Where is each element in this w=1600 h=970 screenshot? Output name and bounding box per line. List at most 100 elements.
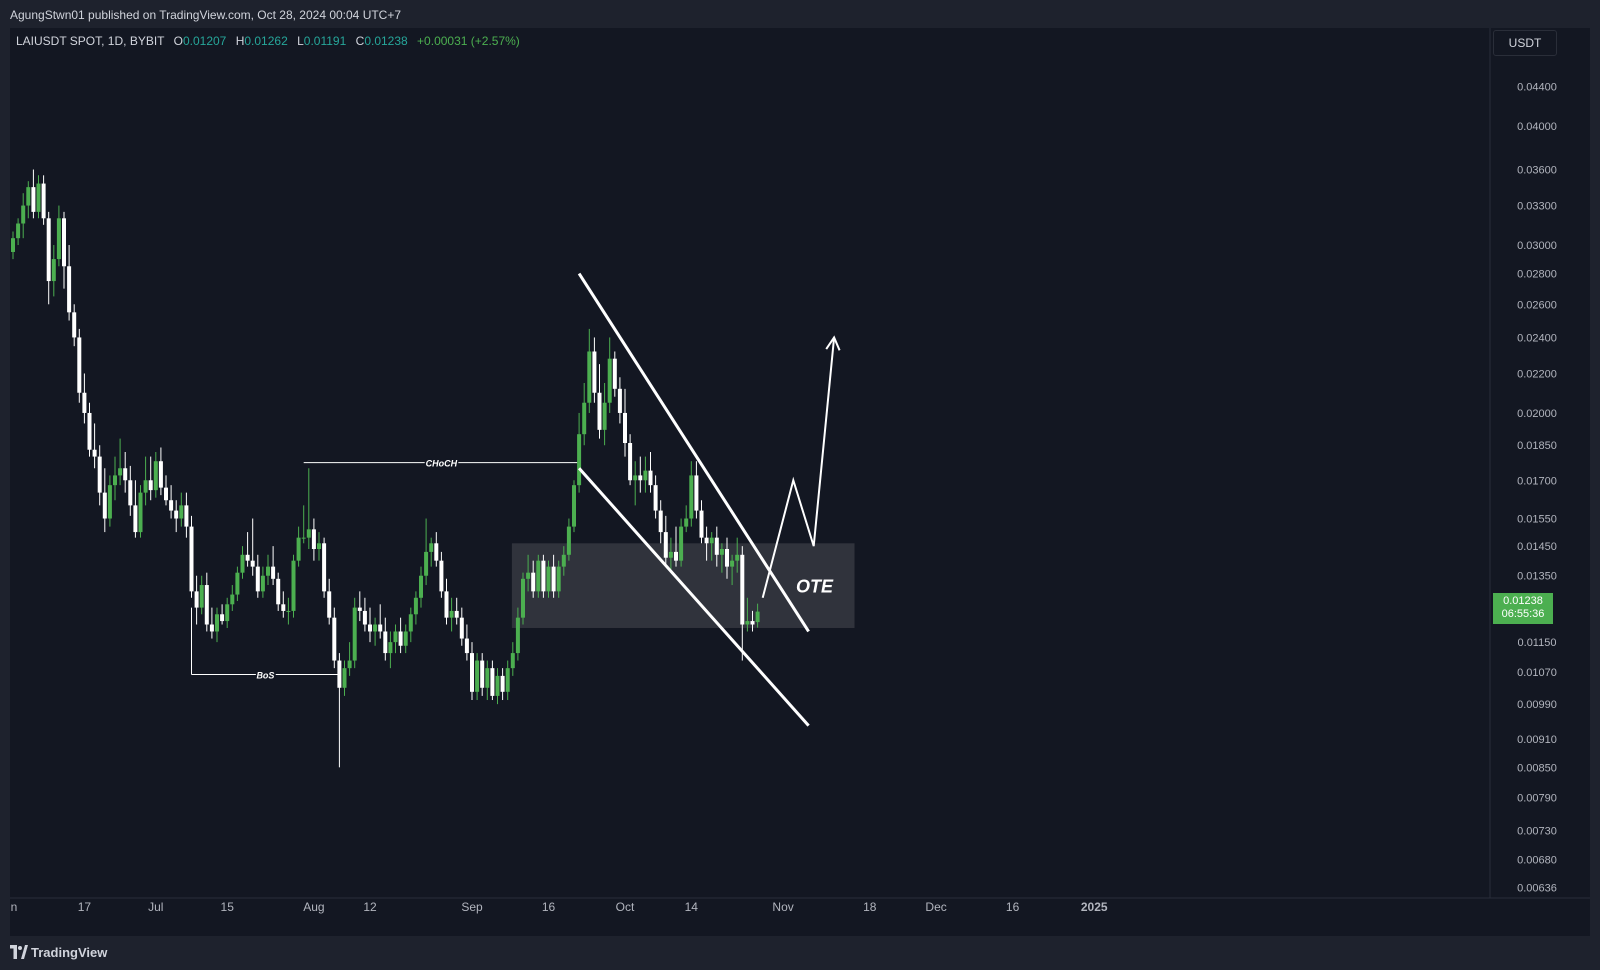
y-tick-label: 0.00990 bbox=[1517, 699, 1557, 711]
y-tick-label: 0.01450 bbox=[1517, 541, 1557, 553]
y-tick-label: 0.00910 bbox=[1517, 734, 1557, 746]
candle-body-bull bbox=[347, 660, 352, 669]
candle-body-bear bbox=[740, 554, 745, 625]
candle-body-bear bbox=[434, 543, 439, 561]
chart-panel[interactable]: 0.04400 0.04000 0.03600 0.03300 0.03000 0.028… bbox=[10, 28, 1590, 936]
candle-body-bear bbox=[123, 468, 128, 481]
candle-body-bear bbox=[169, 500, 174, 511]
candle-body-bull bbox=[301, 537, 306, 539]
y-tick-label: 0.02200 bbox=[1517, 368, 1557, 380]
candle-body-bear bbox=[189, 526, 194, 592]
low-value: 0.01191 bbox=[303, 34, 347, 48]
candle-body-bear bbox=[102, 492, 107, 519]
candle-body-bear bbox=[46, 218, 51, 282]
candle-body-bull bbox=[745, 621, 750, 625]
y-tick-label: 0.04400 bbox=[1517, 81, 1557, 93]
tradingview-logo-icon[interactable] bbox=[10, 945, 28, 959]
candle-body-bull bbox=[388, 642, 393, 654]
candle-body-bear bbox=[158, 461, 163, 488]
open-label: O bbox=[173, 34, 183, 48]
candle-body-bear bbox=[41, 183, 46, 219]
candle-body-bull bbox=[107, 485, 112, 519]
x-tick-label: 16 bbox=[1006, 900, 1020, 914]
candle-body-bull bbox=[475, 660, 480, 692]
x-tick-label: 14 bbox=[685, 900, 699, 914]
candle-body-bull bbox=[577, 434, 582, 486]
candle-body-bear bbox=[714, 537, 719, 555]
candle-body-bear bbox=[62, 218, 66, 267]
candle-body-bull bbox=[566, 526, 571, 555]
candle-body-bull bbox=[521, 578, 525, 618]
candle-body-bear bbox=[383, 631, 388, 654]
close-value: 0.01238 bbox=[364, 34, 408, 48]
candle-body-bull bbox=[179, 505, 184, 519]
x-tick-label: Oct bbox=[616, 900, 635, 914]
y-tick-label: 0.00730 bbox=[1517, 825, 1557, 837]
candle-body-bear bbox=[653, 485, 658, 511]
candle-body-bull bbox=[510, 653, 515, 669]
candle-body-bear bbox=[67, 266, 72, 313]
x-tick-label: n bbox=[11, 900, 18, 914]
candle-body-bull bbox=[306, 529, 311, 538]
projection-arrowhead bbox=[825, 335, 841, 351]
choch-label: CHoCH bbox=[426, 459, 458, 469]
candle-body-bull bbox=[719, 549, 724, 555]
candle-body-bull bbox=[709, 537, 714, 544]
candle-body-bear bbox=[174, 510, 179, 519]
candle-body-bull bbox=[408, 614, 413, 632]
candle-body-bull bbox=[735, 554, 740, 561]
candle-body-bear bbox=[245, 554, 250, 561]
candle-body-bull bbox=[607, 358, 612, 403]
candle-body-bear bbox=[694, 475, 699, 511]
y-tick-label: 0.01550 bbox=[1517, 514, 1557, 526]
candle-body-bull bbox=[153, 461, 158, 491]
candle-body-bear bbox=[617, 388, 622, 413]
candle-body-bear bbox=[276, 578, 281, 605]
candle-body-bull bbox=[602, 402, 607, 430]
currency-button[interactable]: USDT bbox=[1493, 30, 1557, 56]
candle-body-bear bbox=[128, 480, 133, 506]
x-tick-label: 15 bbox=[221, 900, 235, 914]
candle-body-bull bbox=[113, 475, 117, 486]
symbol-name[interactable]: LAIUSDT SPOT, 1D, BYBIT bbox=[16, 34, 165, 48]
candle-body-bear bbox=[332, 617, 337, 661]
y-tick-label: 0.01150 bbox=[1518, 637, 1557, 649]
candle-body-bear bbox=[378, 624, 383, 632]
candle-body-bear bbox=[398, 631, 403, 646]
candle-body-bear bbox=[311, 529, 316, 550]
y-tick-label: 0.02000 bbox=[1517, 408, 1557, 420]
y-tick-label: 0.00850 bbox=[1517, 762, 1557, 774]
candle-body-bull bbox=[582, 402, 587, 435]
candle-body-bear bbox=[750, 621, 755, 625]
candle-body-bear bbox=[623, 412, 627, 444]
candle-body-bull bbox=[240, 554, 245, 573]
candle-body-bear bbox=[357, 607, 362, 611]
candle-body-bull bbox=[21, 205, 26, 224]
tradingview-logo-text[interactable]: TradingView bbox=[31, 945, 108, 960]
y-tick-label: 0.00790 bbox=[1517, 793, 1557, 805]
candle-body-bull bbox=[643, 470, 648, 481]
candle-body-bull bbox=[393, 631, 398, 643]
candle-body-bull bbox=[11, 238, 15, 252]
y-tick-label: 0.00680 bbox=[1517, 855, 1557, 867]
y-tick-label: 0.00636 bbox=[1517, 882, 1557, 894]
price-chart[interactable]: 0.04400 0.04000 0.03600 0.03300 0.03000 0.028… bbox=[10, 28, 1590, 936]
candle-body-bear bbox=[250, 560, 255, 567]
last-price-tag: 0.01238 06:55:36 bbox=[1493, 593, 1553, 624]
candle-body-bear bbox=[87, 412, 92, 450]
open-value: 0.01207 bbox=[182, 34, 227, 48]
candle-body-bull bbox=[419, 575, 423, 598]
candle-body-bull bbox=[755, 611, 760, 623]
candle-body-bear bbox=[490, 668, 495, 696]
candle-body-bear bbox=[194, 591, 199, 608]
candle-body-bull bbox=[118, 468, 123, 476]
y-tick-label: 0.04000 bbox=[1517, 121, 1557, 133]
candle-body-bear bbox=[663, 532, 668, 558]
candle-body-bear bbox=[77, 337, 82, 393]
candle-body-bull bbox=[291, 560, 296, 611]
candle-body-bear bbox=[97, 456, 102, 493]
candle-body-bull bbox=[235, 572, 240, 595]
candle-body-bull bbox=[56, 218, 61, 260]
candle-body-bear bbox=[597, 392, 602, 430]
candle-body-bear bbox=[322, 543, 327, 592]
